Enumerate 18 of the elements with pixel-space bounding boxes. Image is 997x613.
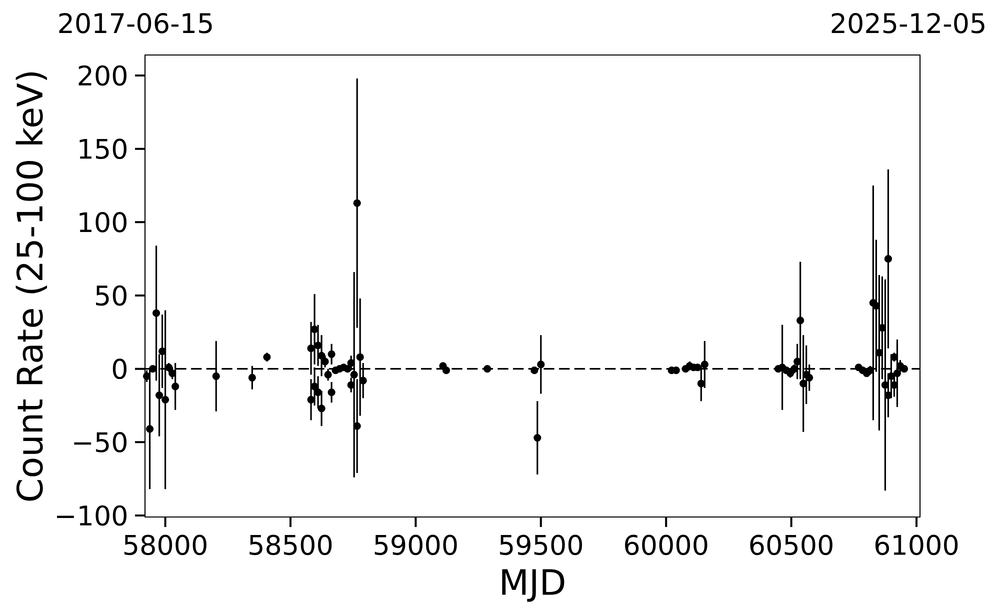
y-tick-label: 50 — [96, 285, 126, 306]
x-tick-label: 60000 — [625, 534, 708, 556]
x-tick-label: 61000 — [875, 534, 958, 556]
y-tick-label: 200 — [78, 65, 126, 86]
y-tick-label: 100 — [80, 212, 126, 232]
y-tick-label: −100 — [57, 505, 126, 526]
x-tick-label: 60500 — [750, 534, 832, 556]
text: 2025-12-05 — [832, 12, 984, 34]
x-axis-title: MJD — [502, 569, 564, 602]
y-axis-title: Count Rate (25-100 keV) — [16, 72, 47, 501]
text: 2017-06-15 — [59, 12, 212, 34]
y-tick-label: −50 — [74, 432, 127, 452]
y-tick-label: 150 — [80, 138, 126, 160]
y-tick-label: 0 — [112, 358, 127, 380]
x-tick-label: 59000 — [374, 534, 457, 556]
x-tick-label: 58500 — [250, 534, 332, 556]
x-tick-label: 58000 — [124, 534, 206, 556]
x-tick-label: 59500 — [500, 534, 582, 556]
